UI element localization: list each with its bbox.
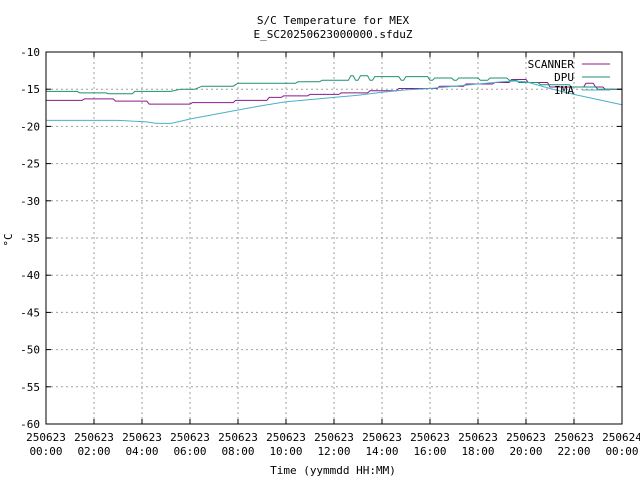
x-tick-label-date: 250623 — [170, 431, 210, 444]
x-tick-label-time: 22:00 — [557, 445, 590, 458]
legend-label-ima: IMA — [554, 84, 574, 97]
y-tick-label: -15 — [20, 83, 40, 96]
x-tick-label-time: 04:00 — [125, 445, 158, 458]
x-tick-label-date: 250623 — [458, 431, 498, 444]
grid-lines — [46, 52, 622, 424]
y-tick-label: -45 — [20, 306, 40, 319]
x-axis-label: Time (yymmdd HH:MM) — [270, 464, 396, 477]
x-tick-label-date: 250623 — [554, 431, 594, 444]
legend-label-scanner: SCANNER — [528, 58, 575, 71]
legend-label-dpu: DPU — [554, 71, 574, 84]
y-tick-label: -25 — [20, 158, 40, 171]
x-tick-label-date: 250623 — [266, 431, 306, 444]
ticks-group: -10-15-20-25-30-35-40-45-50-55-602506230… — [20, 46, 640, 458]
x-tick-label-date: 250623 — [74, 431, 114, 444]
series-line-ima — [46, 80, 623, 124]
x-tick-label-date: 250623 — [506, 431, 546, 444]
x-tick-label-time: 08:00 — [221, 445, 254, 458]
chart-subtitle: E_SC20250623000000.sfduZ — [254, 28, 413, 41]
series-line-dpu — [46, 75, 622, 95]
x-tick-label-date: 250623 — [362, 431, 402, 444]
x-tick-label-time: 00:00 — [29, 445, 62, 458]
y-axis-label: °C — [2, 233, 15, 246]
series-group — [46, 75, 623, 124]
x-tick-label-time: 00:00 — [605, 445, 638, 458]
chart-title: S/C Temperature for MEX — [257, 14, 410, 27]
x-tick-label-date: 250623 — [26, 431, 66, 444]
x-tick-label-date: 250623 — [410, 431, 450, 444]
x-tick-label-date: 250623 — [122, 431, 162, 444]
x-tick-label-time: 02:00 — [77, 445, 110, 458]
x-tick-label-time: 18:00 — [461, 445, 494, 458]
y-tick-label: -40 — [20, 269, 40, 282]
x-tick-label-date: 250624 — [602, 431, 640, 444]
x-tick-label-time: 10:00 — [269, 445, 302, 458]
y-tick-label: -20 — [20, 120, 40, 133]
x-tick-label-time: 14:00 — [365, 445, 398, 458]
x-tick-label-date: 250623 — [314, 431, 354, 444]
x-tick-label-time: 20:00 — [509, 445, 542, 458]
y-tick-label: -55 — [20, 381, 40, 394]
y-tick-label: -60 — [20, 418, 40, 431]
x-tick-label-date: 250623 — [218, 431, 258, 444]
y-tick-label: -30 — [20, 195, 40, 208]
series-line-scanner — [46, 79, 622, 105]
x-tick-label-time: 12:00 — [317, 445, 350, 458]
y-tick-label: -50 — [20, 344, 40, 357]
x-tick-label-time: 16:00 — [413, 445, 446, 458]
y-tick-label: -35 — [20, 232, 40, 245]
y-tick-label: -10 — [20, 46, 40, 59]
x-tick-label-time: 06:00 — [173, 445, 206, 458]
